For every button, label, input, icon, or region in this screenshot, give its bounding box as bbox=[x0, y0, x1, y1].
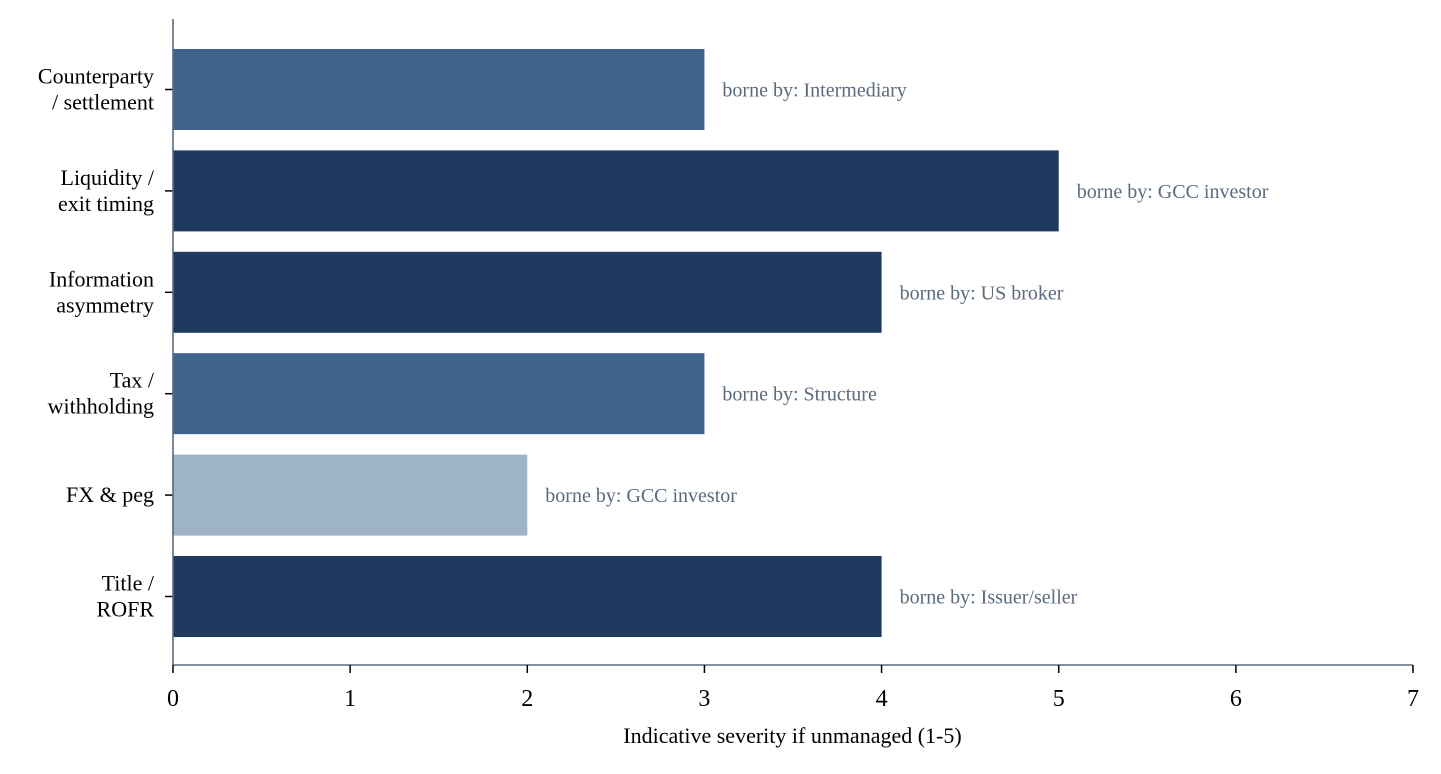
bar bbox=[173, 251, 882, 333]
bar-annotation: borne by: GCC investor bbox=[1077, 181, 1269, 203]
bar-annotation: borne by: GCC investor bbox=[545, 485, 737, 507]
x-tick-label: 3 bbox=[698, 686, 710, 712]
x-tick-label: 5 bbox=[1053, 686, 1065, 712]
annotations-layer: borne by: Intermediary borne by: GCC inve… bbox=[545, 80, 1268, 609]
y-tick-label: Information bbox=[49, 266, 154, 291]
y-tick-label: Counterparty bbox=[38, 64, 154, 89]
y-tick-label: Tax / bbox=[110, 368, 155, 393]
bar-annotation: borne by: US broker bbox=[900, 282, 1064, 304]
bar bbox=[173, 49, 705, 130]
y-tick-label: Title / bbox=[102, 571, 155, 596]
bar bbox=[173, 150, 1059, 232]
y-tick-label: exit timing bbox=[58, 191, 154, 216]
y-tick-label: Liquidity / bbox=[61, 165, 155, 190]
bars-layer bbox=[173, 49, 1059, 637]
y-tick-label: / settlement bbox=[52, 90, 154, 115]
y-tick-label: ROFR bbox=[97, 597, 155, 622]
y-tick-label: asymmetry bbox=[56, 292, 154, 317]
x-tick-label: 2 bbox=[521, 686, 533, 712]
x-tick-label: 1 bbox=[344, 686, 356, 712]
bar-annotation: borne by: Issuer/seller bbox=[900, 587, 1078, 609]
bar bbox=[173, 454, 528, 536]
x-tick-label: 0 bbox=[167, 686, 179, 712]
x-tick-label: 4 bbox=[876, 686, 888, 712]
x-axis-title: Indicative severity if unmanaged (1-5) bbox=[623, 723, 961, 748]
bar bbox=[173, 556, 882, 637]
x-tick-label: 7 bbox=[1407, 686, 1419, 712]
bar-annotation: borne by: Structure bbox=[722, 384, 877, 406]
y-tick-label: FX & peg bbox=[66, 482, 154, 507]
y-tick-label: withholding bbox=[48, 394, 154, 419]
axes-layer: Counterparty/ settlement Liquidity /exit … bbox=[38, 19, 1419, 712]
x-tick-label: 6 bbox=[1230, 686, 1242, 712]
bar-annotation: borne by: Intermediary bbox=[722, 80, 906, 102]
bar bbox=[173, 353, 705, 435]
